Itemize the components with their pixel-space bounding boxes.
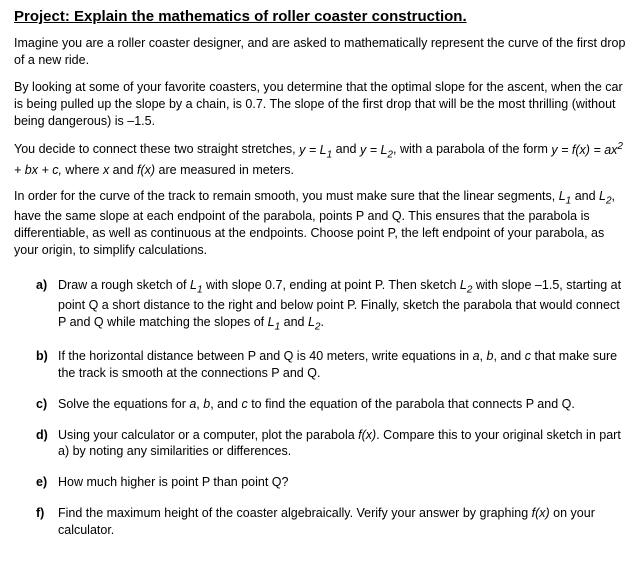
paragraph-1: Imagine you are a roller coaster designe…	[14, 35, 627, 69]
paragraph-2: By looking at some of your favorite coas…	[14, 79, 627, 130]
item-e: e) How much higher is point P than point…	[14, 474, 627, 491]
math-L1-a2: L1	[268, 315, 281, 329]
p3-text-a: You decide to connect these two straight…	[14, 143, 299, 157]
item-d-text: Using your calculator or a computer, plo…	[58, 427, 627, 461]
item-c-label: c)	[36, 396, 58, 413]
item-a: a) Draw a rough sketch of L1 with slope …	[14, 277, 627, 334]
math-yL2: y = L2	[360, 143, 393, 157]
math-L1: L1	[559, 189, 572, 203]
p4-text-b: and	[571, 189, 599, 203]
p3-text-d: where	[62, 163, 103, 177]
project-title: Project: Explain the mathematics of roll…	[14, 8, 627, 25]
item-c-text: Solve the equations for a, b, and c to f…	[58, 396, 627, 413]
math-fx-d: f(x)	[358, 428, 376, 442]
document-container: Project: Explain the mathematics of roll…	[0, 0, 641, 567]
math-fx: f(x)	[137, 163, 155, 177]
p3-text-e: and	[109, 163, 137, 177]
p3-text-f: are measured in meters.	[155, 163, 294, 177]
math-L2-a2: L2	[308, 315, 321, 329]
math-yL1: y = L1	[299, 143, 332, 157]
math-L2-a: L2	[460, 278, 473, 292]
item-f-label: f)	[36, 505, 58, 539]
math-L1-a: L1	[190, 278, 203, 292]
p4-text-c: have the same slope at each endpoint of …	[14, 209, 604, 257]
item-a-text: Draw a rough sketch of L1 with slope 0.7…	[58, 277, 627, 334]
item-f: f) Find the maximum height of the coaste…	[14, 505, 627, 539]
item-d: d) Using your calculator or a computer, …	[14, 427, 627, 461]
question-list: a) Draw a rough sketch of L1 with slope …	[14, 277, 627, 539]
math-L2: L2	[599, 189, 612, 203]
item-e-label: e)	[36, 474, 58, 491]
p4-text-a: In order for the curve of the track to r…	[14, 189, 559, 203]
item-b: b) If the horizontal distance between P …	[14, 348, 627, 382]
item-d-label: d)	[36, 427, 58, 461]
paragraph-4: In order for the curve of the track to r…	[14, 188, 627, 259]
p3-text-c: with a parabola of the form	[396, 143, 551, 157]
math-fx-f: f(x)	[532, 506, 550, 520]
paragraph-3: You decide to connect these two straight…	[14, 139, 627, 178]
item-b-text: If the horizontal distance between P and…	[58, 348, 627, 382]
item-c: c) Solve the equations for a, b, and c t…	[14, 396, 627, 413]
item-a-label: a)	[36, 277, 58, 334]
p3-text-b: and	[332, 143, 360, 157]
math-a-b: a	[473, 349, 480, 363]
item-e-text: How much higher is point P than point Q?	[58, 474, 627, 491]
item-f-text: Find the maximum height of the coaster a…	[58, 505, 627, 539]
item-b-label: b)	[36, 348, 58, 382]
